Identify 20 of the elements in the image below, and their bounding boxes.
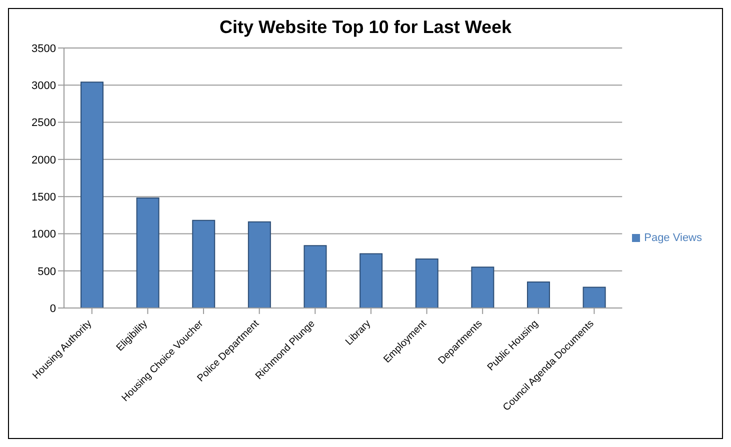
bar [192,220,216,308]
y-tick-label: 3500 [32,42,56,55]
legend-label: Page Views [644,232,702,244]
y-tick-label: 0 [50,302,56,315]
bar [582,286,606,308]
bar [471,266,494,308]
y-tick-label: 2500 [32,117,56,130]
y-tick-label: 2000 [32,154,56,166]
bar [304,245,327,308]
bar [248,221,271,308]
bar [136,198,160,308]
y-tick-label: 1000 [32,228,56,241]
bar [526,282,550,308]
bar [80,82,104,308]
y-tick-label: 3000 [32,80,56,92]
bar [415,258,438,308]
y-tick-label: 1500 [32,191,56,204]
bar [360,253,383,308]
y-tick-label: 500 [38,266,56,278]
chart-title: City Website Top 10 for Last Week [218,17,513,38]
